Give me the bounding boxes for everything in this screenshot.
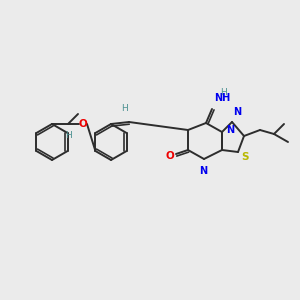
Text: N: N [226,125,234,135]
Text: N: N [199,166,207,176]
Text: H: H [122,104,128,113]
Text: O: O [166,151,174,161]
Text: S: S [241,152,248,162]
Text: O: O [79,119,87,129]
Text: NH: NH [214,93,230,103]
Text: H: H [66,131,72,140]
Text: H: H [220,88,227,97]
Text: N: N [233,107,241,117]
